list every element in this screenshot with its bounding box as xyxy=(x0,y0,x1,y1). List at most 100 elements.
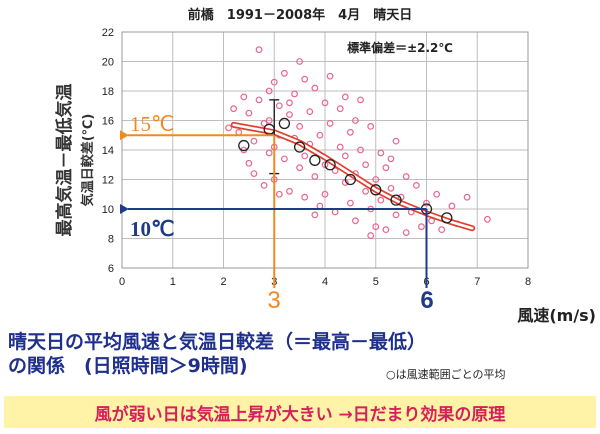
data-point xyxy=(372,176,380,183)
data-point xyxy=(367,232,375,239)
chart: 前橋 1991－2008年 4月 晴天日 012345678 681012141… xyxy=(54,7,596,325)
data-point xyxy=(341,93,349,101)
x-tick-label: 0 xyxy=(119,276,125,288)
data-point xyxy=(346,199,354,207)
data-point xyxy=(250,170,258,178)
y-axis-ticks: 6 8 10 12 14 16 18 20 22 xyxy=(102,27,114,275)
data-point xyxy=(402,229,410,237)
data-point xyxy=(321,190,329,198)
data-point xyxy=(433,190,441,198)
data-point xyxy=(387,155,395,163)
data-point xyxy=(255,96,263,104)
data-point xyxy=(423,199,430,207)
caption-line-2: の関係 (日照時間＞9時間) xyxy=(8,355,248,377)
y-tick-label: 6 xyxy=(108,263,114,275)
guide-lines xyxy=(120,130,428,288)
y-tick-label: 10 xyxy=(102,204,114,216)
average-point xyxy=(278,117,291,130)
data-point xyxy=(245,159,253,167)
data-point xyxy=(382,226,390,234)
y-tick-label: 16 xyxy=(102,116,114,128)
data-point xyxy=(230,105,238,113)
marker-label-3: 3 xyxy=(267,287,280,314)
data-point xyxy=(296,164,304,172)
data-point xyxy=(372,223,380,231)
data-point xyxy=(331,167,339,175)
annotation-15c: 15℃ xyxy=(130,112,175,136)
x-tick-label: 7 xyxy=(474,276,480,288)
average-point xyxy=(344,173,357,186)
data-point xyxy=(281,155,288,163)
data-point xyxy=(357,146,364,154)
data-point xyxy=(362,161,370,169)
y-axis-label: 最高気温－最低気温 xyxy=(54,84,75,237)
y-axis-sublabel: 気温日較差(℃) xyxy=(80,114,96,207)
average-point xyxy=(370,184,382,196)
data-point xyxy=(301,75,309,83)
average-point xyxy=(390,194,402,206)
data-point xyxy=(321,161,329,169)
data-point xyxy=(275,190,283,198)
data-point xyxy=(316,131,324,139)
average-point xyxy=(238,139,250,152)
data-point xyxy=(286,187,293,195)
average-point xyxy=(309,154,321,166)
grid xyxy=(121,31,529,269)
marker-label-6: 6 xyxy=(420,287,433,314)
data-point xyxy=(346,128,354,136)
y-tick-label: 14 xyxy=(102,145,114,157)
data-point xyxy=(448,202,456,210)
data-point xyxy=(352,217,359,225)
data-point xyxy=(301,152,309,160)
caption: 晴天日の平均風速と気温日較差（＝最高－最低） の関係 (日照時間＞9時間) xyxy=(8,330,598,378)
x-tick-label: 4 xyxy=(322,276,328,288)
data-point xyxy=(275,102,283,110)
conclusion-banner: 風が弱い日は気温上昇が大きい →日だまり効果の原理 xyxy=(4,396,596,428)
data-point xyxy=(255,46,263,54)
data-point xyxy=(296,58,304,65)
x-tick-label: 8 xyxy=(525,276,531,288)
average-point xyxy=(441,212,453,224)
data-point xyxy=(412,181,420,189)
average-point xyxy=(293,141,306,153)
fit-curve xyxy=(230,121,476,232)
average-point xyxy=(324,159,336,171)
data-point xyxy=(311,173,319,180)
data-point xyxy=(438,226,446,234)
y-tick-label: 12 xyxy=(102,175,114,187)
data-point xyxy=(352,117,359,124)
data-point xyxy=(291,90,298,98)
data-point xyxy=(321,99,329,107)
data-point xyxy=(362,187,370,195)
data-point xyxy=(326,120,334,127)
data-point xyxy=(301,193,309,201)
x-tick-label: 1 xyxy=(170,276,176,288)
data-point xyxy=(484,215,491,223)
data-point xyxy=(265,87,273,95)
x-tick-label: 5 xyxy=(373,276,379,288)
average-points xyxy=(238,117,453,224)
data-point xyxy=(392,137,400,145)
data-point xyxy=(250,137,258,145)
data-point xyxy=(311,84,319,92)
data-point xyxy=(225,124,232,132)
data-point xyxy=(367,122,375,130)
data-point xyxy=(270,78,278,86)
y-tick-label: 8 xyxy=(108,234,114,246)
data-point xyxy=(387,184,395,192)
conclusion-text: 風が弱い日は気温上昇が大きい →日だまり効果の原理 xyxy=(94,404,506,425)
data-point xyxy=(245,109,253,117)
data-point xyxy=(463,193,471,201)
data-point xyxy=(260,120,268,127)
data-point xyxy=(382,164,390,172)
data-point xyxy=(286,111,293,118)
data-point xyxy=(306,108,314,116)
data-point xyxy=(418,223,425,231)
x-tick-label: 2 xyxy=(220,276,226,288)
data-point xyxy=(402,173,410,180)
data-point xyxy=(357,96,364,104)
data-point xyxy=(336,143,344,151)
data-point xyxy=(326,72,334,80)
data-point xyxy=(392,211,400,219)
fit-curve-core xyxy=(232,123,474,230)
